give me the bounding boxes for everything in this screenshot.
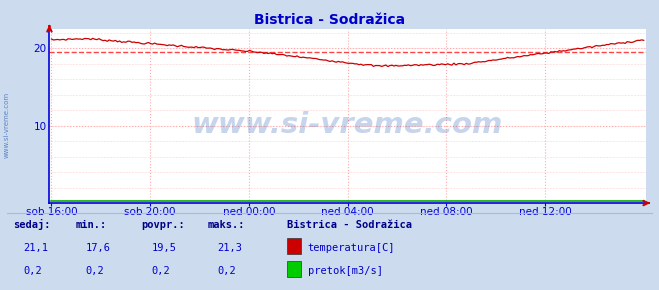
Text: 17,6: 17,6 (86, 243, 111, 253)
Text: pretok[m3/s]: pretok[m3/s] (308, 266, 383, 276)
Text: 19,5: 19,5 (152, 243, 177, 253)
Text: maks.:: maks.: (208, 220, 245, 230)
Text: 0,2: 0,2 (23, 266, 42, 276)
Text: 0,2: 0,2 (86, 266, 104, 276)
Text: temperatura[C]: temperatura[C] (308, 243, 395, 253)
Text: 21,1: 21,1 (23, 243, 48, 253)
Text: min.:: min.: (76, 220, 107, 230)
Text: Bistrica - Sodražica: Bistrica - Sodražica (254, 13, 405, 27)
Text: 0,2: 0,2 (217, 266, 236, 276)
Text: povpr.:: povpr.: (142, 220, 185, 230)
Text: 0,2: 0,2 (152, 266, 170, 276)
Text: Bistrica - Sodražica: Bistrica - Sodražica (287, 220, 412, 230)
Text: sedaj:: sedaj: (13, 219, 51, 230)
Text: www.si-vreme.com: www.si-vreme.com (3, 92, 10, 158)
Text: www.si-vreme.com: www.si-vreme.com (192, 111, 503, 139)
Text: 21,3: 21,3 (217, 243, 243, 253)
